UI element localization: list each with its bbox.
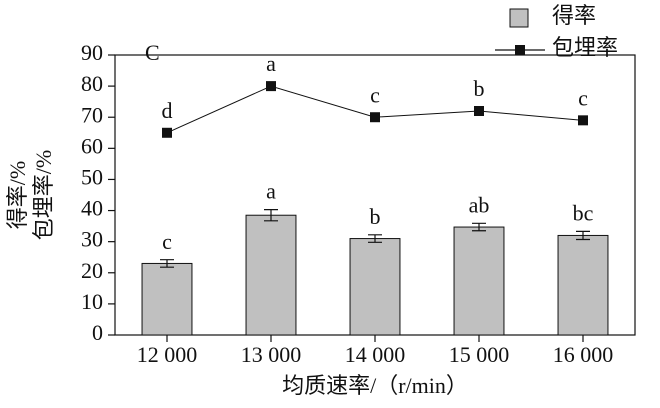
y-tick-label: 80 [81, 71, 103, 96]
error-bar [472, 222, 486, 232]
error-bar [368, 234, 382, 243]
marker [266, 81, 276, 92]
legend-label: 包埋率 [552, 35, 618, 60]
value-letter: c [162, 229, 172, 254]
bar [349, 238, 401, 336]
y-tick-label: 50 [81, 164, 103, 189]
x-tick-label: 16 000 [553, 342, 614, 367]
error-bar [576, 230, 590, 241]
value-letter: c [578, 85, 588, 110]
value-letter: c [370, 82, 380, 107]
legend-label: 得率 [552, 3, 596, 28]
y-tick-label: 70 [81, 102, 103, 127]
x-tick-label: 15 000 [449, 342, 510, 367]
y-axis-label: 得率/% [5, 161, 30, 229]
y-tick-label: 10 [81, 289, 103, 314]
value-letter: b [370, 204, 381, 229]
x-tick-label: 12 000 [137, 342, 198, 367]
y-tick-label: 0 [92, 320, 103, 345]
marker [162, 127, 172, 138]
bar [245, 214, 297, 336]
y-tick-label: 20 [81, 258, 103, 283]
value-letter: a [266, 51, 276, 76]
error-bar [160, 259, 174, 268]
y-axis-label: 包埋率/% [31, 150, 56, 240]
value-letter: d [162, 98, 173, 123]
value-letter: ab [469, 192, 490, 217]
error-bar [264, 209, 278, 222]
y-tick-label: 30 [81, 227, 103, 252]
x-tick-label: 14 000 [345, 342, 406, 367]
y-tick-label: 60 [81, 133, 103, 158]
bar [557, 234, 609, 336]
legend-swatch [509, 8, 529, 28]
value-letter: b [474, 76, 485, 101]
value-letter: bc [573, 200, 594, 225]
y-tick-label: 90 [81, 40, 103, 65]
value-letter: a [266, 179, 276, 204]
x-tick-label: 13 000 [241, 342, 302, 367]
marker [474, 106, 484, 116]
marker [578, 115, 588, 126]
bar [141, 262, 193, 336]
x-axis-label: 均质速率/（r/min） [282, 373, 468, 398]
y-tick-label: 40 [81, 196, 103, 221]
bar [453, 226, 505, 336]
marker [370, 112, 380, 123]
legend-marker [515, 45, 525, 55]
panel-label: C [145, 40, 160, 65]
